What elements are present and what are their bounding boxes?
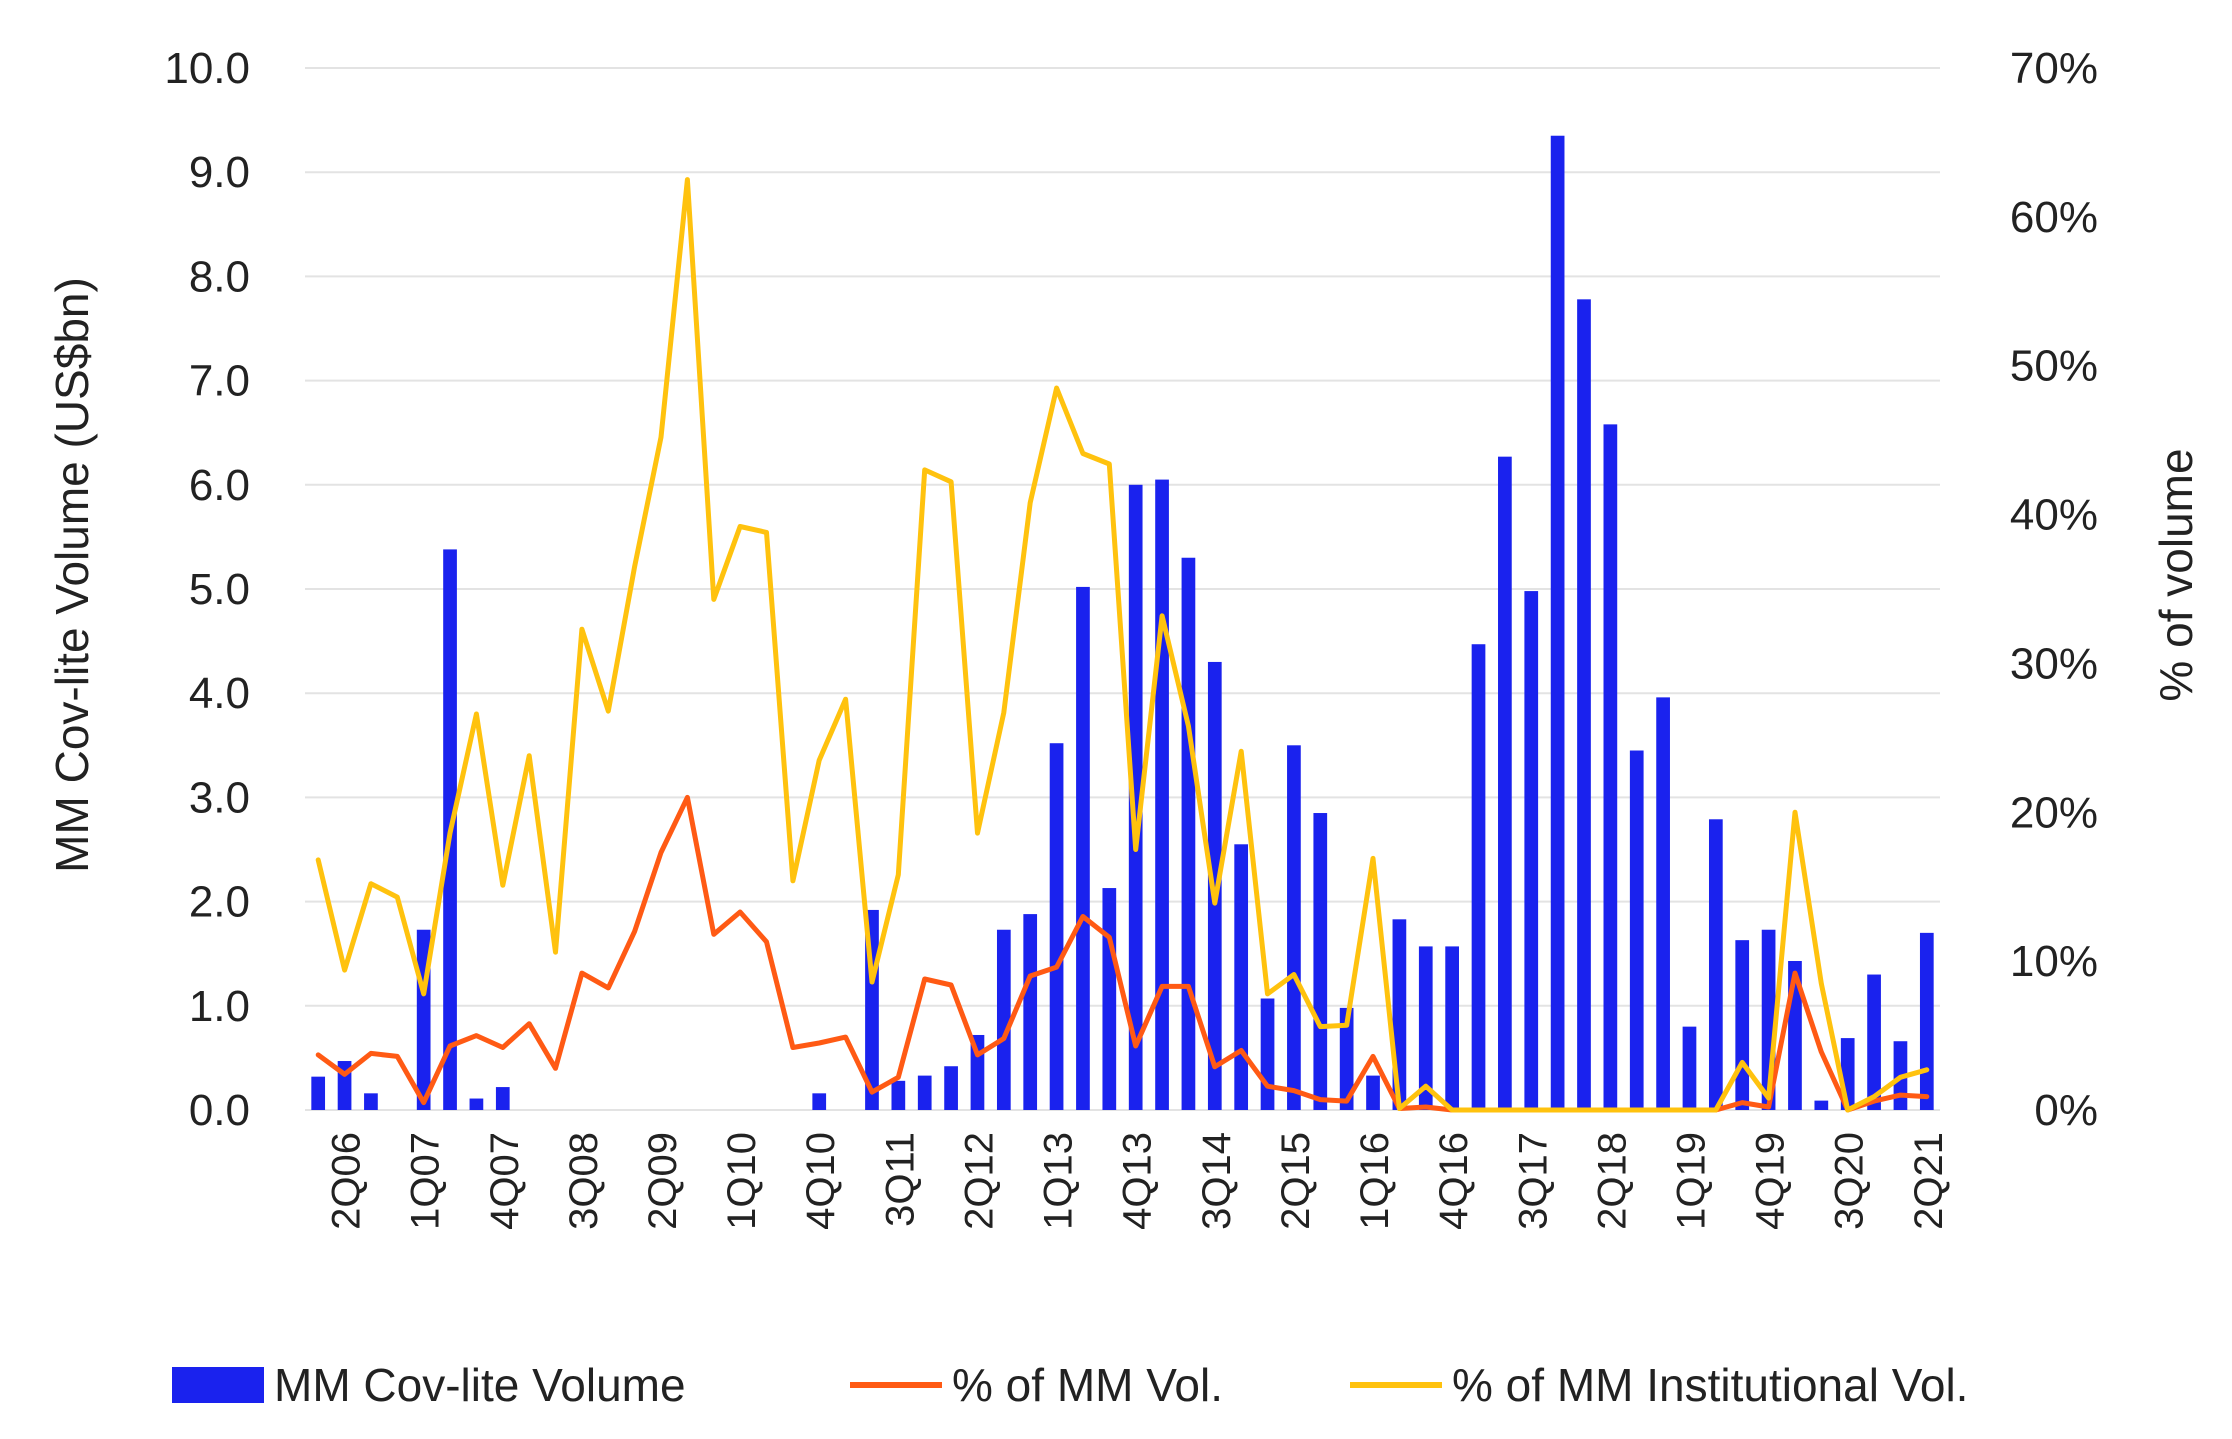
legend-label: % of MM Institutional Vol. <box>1452 1359 1968 1411</box>
y-ticks-left: 0.0 1.0 2.0 3.0 4.0 5.0 6.0 7.0 8.0 9.0 10.0 <box>164 44 250 1135</box>
y-tick-label-left: 4.0 <box>189 669 250 718</box>
legend-label: MM Cov-lite Volume <box>274 1359 686 1411</box>
bar <box>1049 743 1064 1110</box>
bar <box>1708 819 1723 1110</box>
bar <box>1867 974 1881 1110</box>
bar <box>812 1093 827 1110</box>
x-tick-label: 4Q19 <box>1749 1132 1793 1230</box>
bar <box>1629 750 1644 1110</box>
x-tick-label: 4Q16 <box>1432 1132 1476 1230</box>
x-tick-label: 1Q19 <box>1670 1132 1714 1230</box>
bar <box>1076 586 1090 1110</box>
legend-label: % of MM Vol. <box>952 1359 1223 1411</box>
x-tick-label: 1Q10 <box>720 1132 764 1230</box>
bar <box>1207 661 1222 1110</box>
x-tick-label: 2Q18 <box>1590 1132 1634 1230</box>
bar <box>469 1098 484 1110</box>
x-tick-label: 1Q13 <box>1037 1132 1081 1230</box>
lines <box>315 177 1930 1113</box>
y-tick-label-left: 8.0 <box>189 252 250 301</box>
bar <box>1603 424 1618 1110</box>
legend: MM Cov-lite Volume % of MM Vol. % of MM In… <box>172 1359 1968 1411</box>
x-tick-label: 1Q07 <box>404 1132 448 1230</box>
bar <box>1234 844 1249 1110</box>
x-tick-label: 4Q13 <box>1116 1132 1160 1230</box>
y-tick-label-left: 5.0 <box>189 565 250 614</box>
y-axis-title-right: % of volume <box>2150 448 2202 701</box>
y-tick-label-right: 30% <box>2010 639 2098 688</box>
bar <box>1498 456 1512 1110</box>
bar <box>1260 998 1275 1110</box>
y-tick-label-left: 6.0 <box>189 461 250 510</box>
bar <box>1287 745 1301 1110</box>
y-tick-label-left: 2.0 <box>189 878 250 927</box>
y-tick-label-left: 0.0 <box>189 1086 250 1135</box>
y-tick-label-right: 0% <box>2034 1086 2098 1135</box>
bar <box>1366 1075 1380 1110</box>
bar <box>1577 299 1591 1111</box>
bar <box>1418 946 1433 1110</box>
bar <box>1471 644 1486 1110</box>
bar <box>1313 813 1328 1110</box>
y-tick-label-right: 10% <box>2010 937 2098 986</box>
series-line <box>315 177 1930 1113</box>
y-tick-label-left: 10.0 <box>164 44 250 93</box>
bar <box>1339 1007 1354 1110</box>
x-tick-label: 4Q07 <box>483 1132 527 1230</box>
x-ticks: 2Q06 1Q07 4Q07 3Q08 2Q09 1Q10 4Q10 3Q11 2Q12 1Q13… <box>325 1132 1951 1230</box>
bar <box>996 929 1011 1110</box>
bar <box>1128 484 1143 1110</box>
bar <box>891 1080 906 1110</box>
y-axis-title-left: MM Cov-lite Volume (US$bn) <box>46 277 98 873</box>
y-tick-label-left: 1.0 <box>189 982 250 1031</box>
y-tick-label-right: 50% <box>2010 342 2098 391</box>
y-tick-label-right: 40% <box>2010 491 2098 540</box>
y-tick-label-right: 20% <box>2010 788 2098 837</box>
bar <box>311 1076 326 1110</box>
bar <box>1102 888 1117 1110</box>
x-tick-label: 4Q10 <box>799 1132 843 1230</box>
y-tick-label-left: 7.0 <box>189 357 250 406</box>
x-tick-label: 3Q08 <box>562 1132 606 1230</box>
bar <box>1656 697 1670 1110</box>
gridlines <box>305 67 1940 1111</box>
x-tick-label: 2Q12 <box>958 1132 1002 1230</box>
bar <box>364 1093 378 1110</box>
bar <box>917 1075 932 1110</box>
x-tick-label: 2Q21 <box>1907 1132 1951 1230</box>
bar <box>1524 591 1539 1110</box>
y-tick-label-left: 3.0 <box>189 773 250 822</box>
bar <box>1735 940 1750 1110</box>
x-tick-label: 3Q17 <box>1511 1132 1555 1230</box>
y-ticks-right: 0% 10% 20% 30% 40% 50% 60% 70% <box>2010 44 2098 1135</box>
bar <box>1919 932 1934 1110</box>
x-tick-label: 2Q09 <box>641 1132 685 1230</box>
bar <box>944 1066 958 1110</box>
bar <box>1155 479 1169 1111</box>
bar <box>1814 1100 1829 1110</box>
bar <box>1023 914 1038 1110</box>
x-tick-label: 2Q06 <box>325 1132 369 1230</box>
bar <box>1682 1026 1697 1110</box>
x-tick-label: 2Q15 <box>1274 1132 1318 1230</box>
bar <box>1550 135 1565 1111</box>
bar <box>1445 946 1459 1110</box>
x-tick-label: 3Q14 <box>1195 1132 1239 1230</box>
bar <box>1181 557 1196 1110</box>
bar <box>495 1087 510 1110</box>
legend-swatch-bar <box>172 1367 264 1403</box>
y-tick-label-right: 70% <box>2010 44 2098 93</box>
x-tick-label: 3Q11 <box>878 1132 922 1227</box>
y-tick-label-left: 9.0 <box>189 148 250 197</box>
y-tick-label-right: 60% <box>2010 193 2098 242</box>
x-tick-label: 1Q16 <box>1353 1132 1397 1230</box>
x-tick-label: 3Q20 <box>1828 1132 1872 1230</box>
